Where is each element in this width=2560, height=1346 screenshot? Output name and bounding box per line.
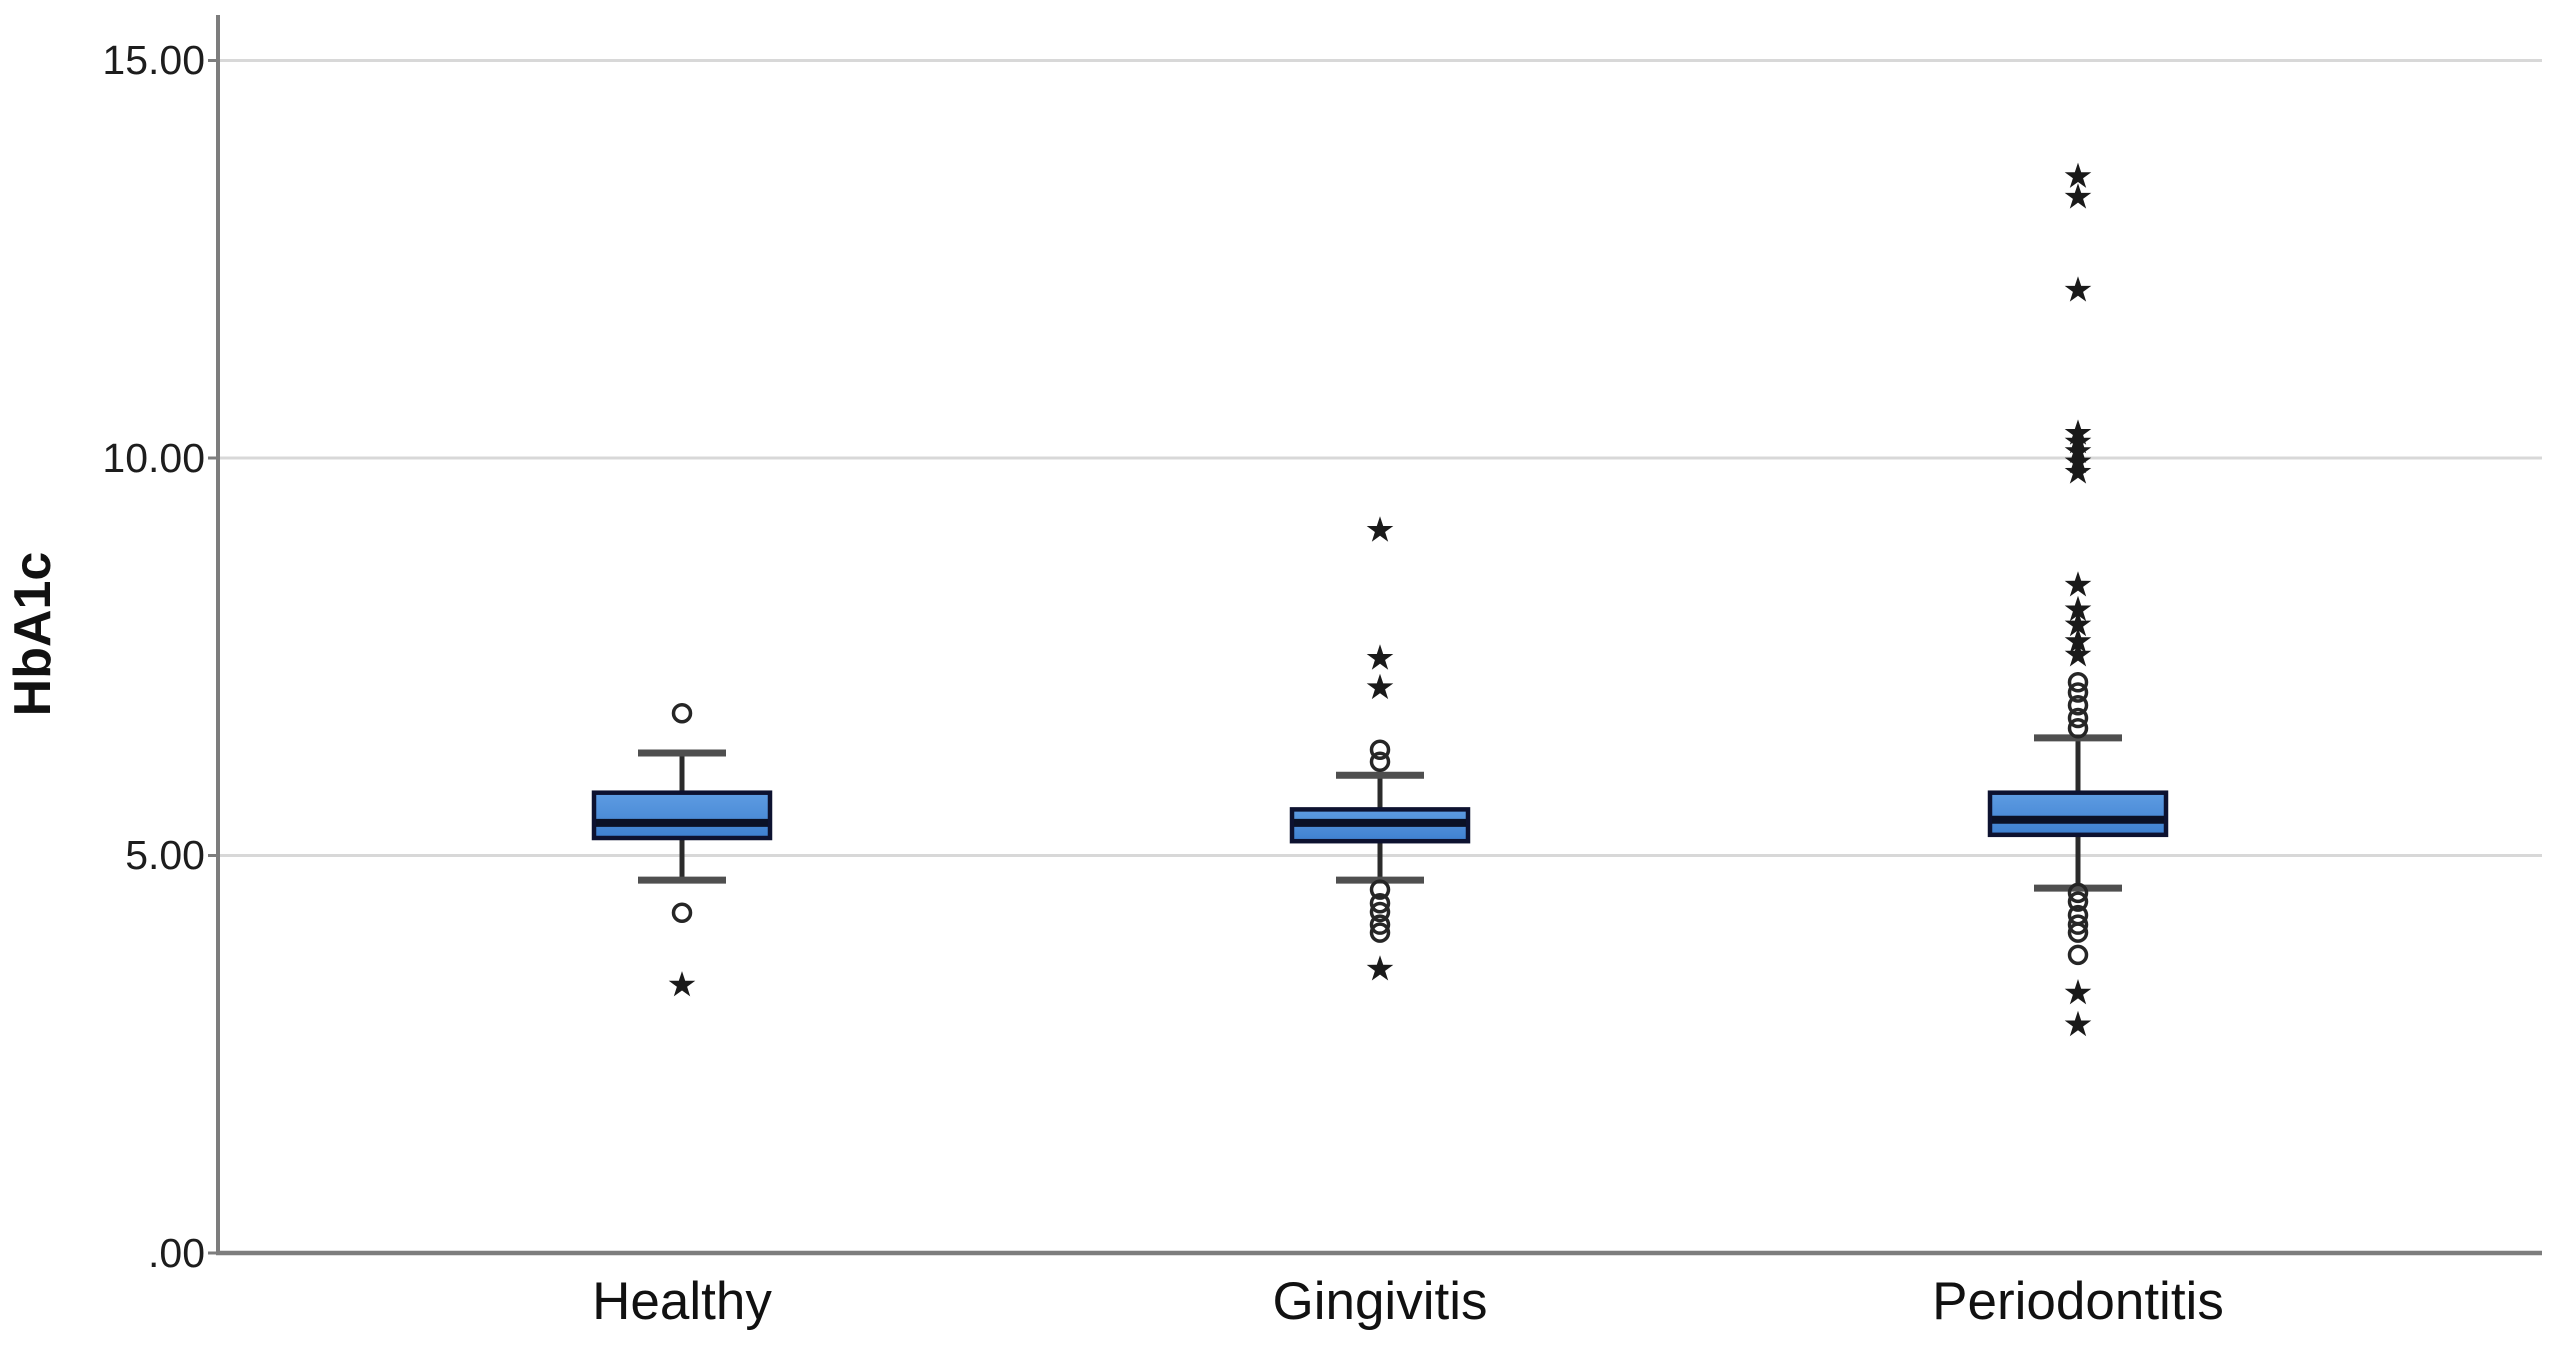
boxplot-healthy [591,702,773,997]
outlier-circle [2067,707,2089,729]
outlier-extreme-star [668,971,696,997]
iqr-box [1987,790,2169,838]
y-tick-label-0: .00 [148,1230,205,1276]
outlier-circle [1369,739,1391,761]
outlier-extreme-star [1366,955,1394,981]
outlier-circle [2067,682,2089,703]
x-category-label-periodontitis: Periodontitis [1932,1272,2224,1331]
outlier-extreme-star [2064,276,2092,302]
outlier-circle [1369,892,1391,914]
axes [216,15,2542,1256]
x-category-label-healthy: Healthy [592,1272,772,1331]
outlier-extreme-star [2064,595,2092,622]
outlier-circle [2067,914,2089,935]
outlier-extreme-star [2064,979,2092,1005]
outlier-circle [1369,922,1391,943]
x-category-label-gingivitis: Gingivitis [1272,1272,1488,1331]
outlier-circle [2067,922,2089,943]
boxplot-gingivitis [1289,516,1471,981]
outlier-circle [1369,901,1391,923]
outlier-extreme-star [2064,1010,2092,1037]
outlier-extreme-star [2064,571,2092,597]
outlier-circle [1369,879,1391,900]
outlier-circle [671,702,693,724]
outlier-circle [2067,882,2089,904]
outlier-extreme-star [2064,610,2092,637]
outlier-extreme-star [2064,627,2092,653]
y-tick-label-15: 15.00 [102,37,205,83]
boxplot-periodontitis [1987,162,2169,1037]
outlier-extreme-star [2064,641,2092,667]
iqr-box [591,790,773,841]
outlier-circle [1369,914,1391,935]
outlier-circle [2067,891,2089,912]
y-axis-title: HbA1c [4,551,62,717]
outlier-extreme-star [2064,162,2092,188]
outlier-extreme-star [2064,183,2092,209]
outlier-circle [1369,751,1391,772]
y-tick-label-10: 10.00 [102,435,205,481]
outlier-extreme-star [1366,516,1394,542]
outlier-extreme-star [2064,458,2092,484]
outlier-extreme-star [1366,673,1394,700]
outlier-circle [2067,944,2089,966]
outlier-circle [2067,718,2089,739]
outlier-extreme-star [1366,644,1394,670]
outlier-circle [671,902,693,923]
y-tick-label-5: 5.00 [125,832,205,878]
outlier-circle [2067,694,2089,716]
outlier-circle [2067,671,2089,693]
